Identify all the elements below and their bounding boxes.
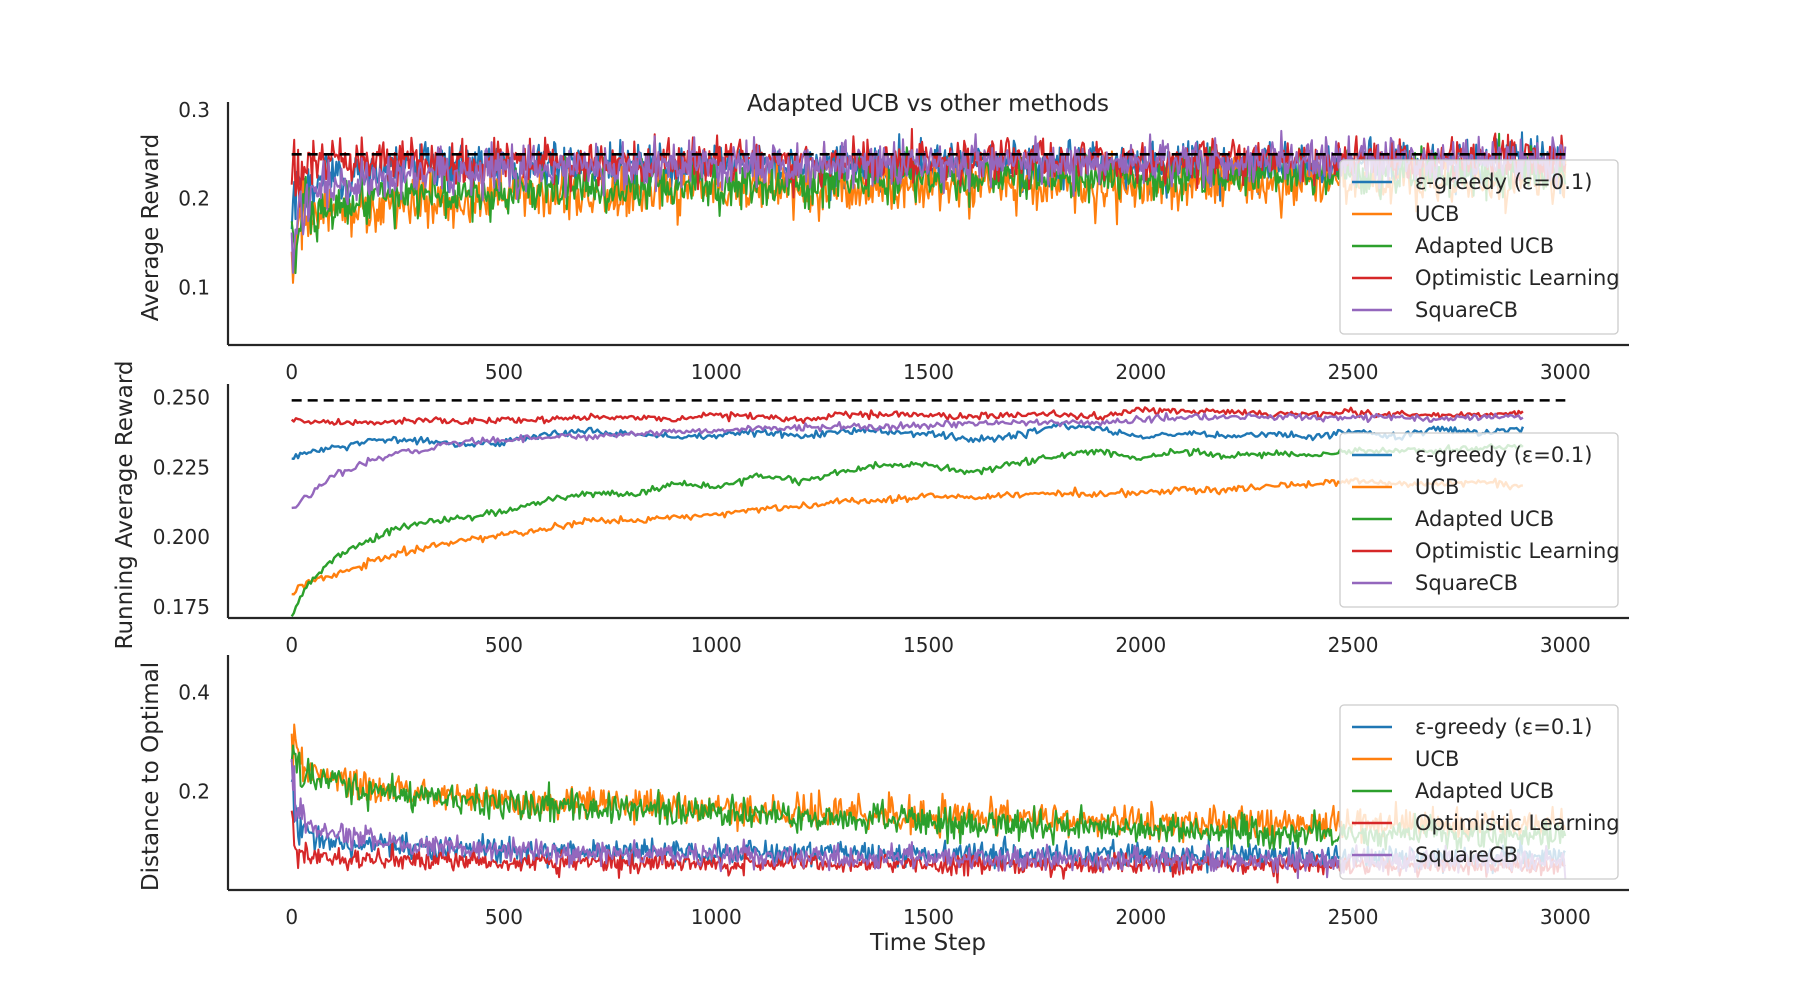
series-line-optimistic bbox=[290, 406, 1524, 426]
legend-label: SquareCB bbox=[1415, 843, 1518, 867]
x-tick-label: 1500 bbox=[903, 360, 954, 384]
legend: ε-greedy (ε=0.1) UCB Adapted UCB Optimistic… bbox=[1339, 159, 1620, 335]
legend-label: SquareCB bbox=[1415, 571, 1518, 595]
legend-label: UCB bbox=[1415, 747, 1459, 771]
legend-label: UCB bbox=[1415, 202, 1459, 226]
x-tick-label: 2000 bbox=[1115, 633, 1166, 657]
x-tick-label: 1000 bbox=[691, 360, 742, 384]
x-tick-label: 0 bbox=[285, 905, 298, 929]
legend-label: Optimistic Learning bbox=[1415, 539, 1620, 563]
series-line-ucb bbox=[291, 477, 1524, 596]
legend-label: ε-greedy (ε=0.1) bbox=[1415, 715, 1592, 739]
x-tick-label: 0 bbox=[285, 633, 298, 657]
y-tick-label: 0.2 bbox=[178, 187, 210, 211]
panel-1: 0 500 1000 1500 2000 2500 3000 0.1 0.2 0.3 Average… bbox=[138, 98, 1629, 384]
x-tick-label: 2000 bbox=[1115, 360, 1166, 384]
x-tick-label: 2500 bbox=[1328, 633, 1379, 657]
legend: ε-greedy (ε=0.1) UCB Adapted UCB Optimistic… bbox=[1339, 432, 1620, 608]
legend-box bbox=[1339, 704, 1619, 880]
x-tick-label: 1000 bbox=[691, 905, 742, 929]
legend-label: Adapted UCB bbox=[1415, 234, 1554, 258]
legend-box bbox=[1339, 432, 1619, 608]
legend-label: Optimistic Learning bbox=[1415, 811, 1620, 835]
y-tick-label: 0.1 bbox=[178, 275, 210, 299]
series-line-adapted_ucb bbox=[290, 443, 1524, 618]
legend-label: Optimistic Learning bbox=[1415, 266, 1620, 290]
x-tick-label: 1000 bbox=[691, 633, 742, 657]
x-tick-label: 500 bbox=[485, 633, 523, 657]
series-line-epsilon_greedy bbox=[291, 421, 1525, 460]
x-tick-label: 3000 bbox=[1540, 905, 1591, 929]
legend-box bbox=[1339, 159, 1619, 335]
y-tick-label: 0.200 bbox=[153, 525, 210, 549]
x-tick-label: 2500 bbox=[1328, 905, 1379, 929]
y-axis-title: Distance to Optimal bbox=[138, 662, 164, 891]
x-tick-label: 500 bbox=[485, 905, 523, 929]
y-axis-title: Average Reward bbox=[138, 134, 164, 321]
y-tick-label: 0.175 bbox=[153, 595, 210, 619]
x-tick-label: 2500 bbox=[1328, 360, 1379, 384]
y-axis-title: Running Average Reward bbox=[112, 361, 138, 650]
y-tick-label: 0.250 bbox=[153, 386, 210, 410]
panel-2: 0 500 1000 1500 2000 2500 3000 0.175 0.200 0.225 0… bbox=[112, 361, 1629, 657]
x-tick-label: 3000 bbox=[1540, 633, 1591, 657]
x-tick-label: 500 bbox=[485, 360, 523, 384]
series-group bbox=[290, 406, 1525, 618]
figure-title: Adapted UCB vs other methods bbox=[747, 91, 1109, 117]
legend-label: Adapted UCB bbox=[1415, 507, 1554, 531]
x-axis-title: Time Step bbox=[869, 930, 986, 956]
y-tick-label: 0.3 bbox=[178, 98, 210, 122]
legend-label: ε-greedy (ε=0.1) bbox=[1415, 170, 1592, 194]
x-tick-label: 0 bbox=[285, 360, 298, 384]
y-tick-label: 0.4 bbox=[178, 681, 210, 705]
legend-label: ε-greedy (ε=0.1) bbox=[1415, 443, 1592, 467]
y-tick-label: 0.225 bbox=[153, 455, 210, 479]
x-tick-label: 1500 bbox=[903, 905, 954, 929]
x-tick-label: 1500 bbox=[903, 633, 954, 657]
panels: 0 500 1000 1500 2000 2500 3000 0.1 0.2 0.3 Average… bbox=[112, 98, 1629, 929]
x-tick-label: 3000 bbox=[1540, 360, 1591, 384]
legend-label: UCB bbox=[1415, 475, 1459, 499]
legend-label: SquareCB bbox=[1415, 298, 1518, 322]
legend-label: Adapted UCB bbox=[1415, 779, 1554, 803]
series-line-squarecb bbox=[291, 412, 1524, 510]
panel-3: 0 500 1000 1500 2000 2500 3000 0.2 0.4 Distance t… bbox=[138, 655, 1629, 929]
legend: ε-greedy (ε=0.1) UCB Adapted UCB Optimistic… bbox=[1339, 704, 1620, 880]
x-tick-label: 2000 bbox=[1115, 905, 1166, 929]
y-tick-label: 0.2 bbox=[178, 779, 210, 803]
